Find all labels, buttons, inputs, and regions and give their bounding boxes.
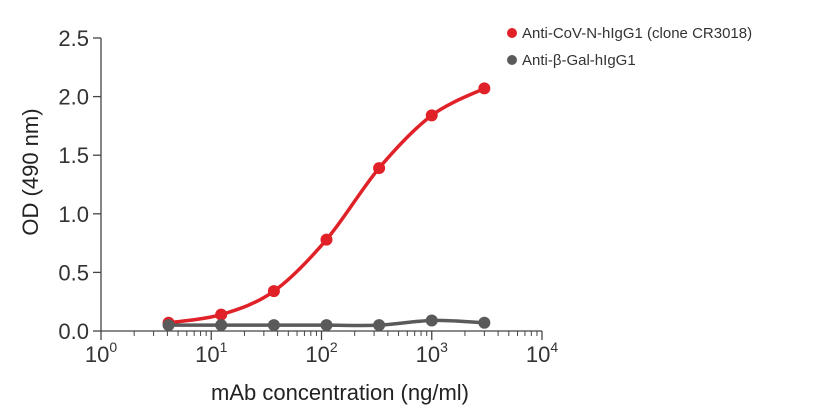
x-ticks: 100 101 102 103 104 (85, 331, 558, 367)
x-axis-title: mAb concentration (ng/ml) (211, 380, 469, 405)
data-point-series-1 (267, 285, 280, 298)
y-axis-title: OD (490 nm) (18, 108, 43, 235)
data-point-series-2 (267, 319, 280, 332)
data-point-series-1 (425, 109, 438, 122)
y-tick-label: 0.0 (58, 319, 89, 344)
series-line-1 (166, 86, 487, 325)
data-point-series-2 (425, 314, 438, 327)
data-point-series-1 (373, 162, 386, 175)
data-point-series-1 (320, 233, 333, 246)
legend-label: Anti-β-Gal-hIgG1 (522, 52, 636, 69)
x-tick-label: 102 (305, 339, 337, 367)
data-point-series-2 (478, 316, 491, 329)
data-point-series-2 (215, 319, 228, 332)
data-point-series-1 (215, 308, 228, 321)
legend-marker (507, 28, 517, 38)
data-point-series-2 (162, 319, 175, 332)
y-tick-label: 2.0 (58, 85, 89, 110)
data-point-series-2 (320, 319, 333, 332)
x-tick-label: 103 (416, 339, 448, 367)
axes (100, 38, 542, 332)
x-tick-label: 101 (195, 339, 227, 367)
series-layer (162, 82, 491, 332)
data-point-series-2 (373, 319, 386, 332)
y-ticks: 0.0 0.5 1.0 1.5 2.0 2.5 (58, 26, 101, 344)
x-tick-label: 100 (85, 339, 117, 367)
data-point-series-1 (478, 82, 491, 95)
y-tick-label: 1.0 (58, 202, 89, 227)
legend: Anti-CoV-N-hIgG1 (clone CR3018) Anti-β-Ga… (507, 25, 752, 69)
y-tick-label: 0.5 (58, 260, 89, 285)
legend-marker (507, 55, 517, 65)
x-tick-label: 104 (526, 339, 558, 367)
legend-label: Anti-CoV-N-hIgG1 (clone CR3018) (522, 25, 752, 42)
y-tick-label: 1.5 (58, 143, 89, 168)
y-tick-label: 2.5 (58, 26, 89, 51)
